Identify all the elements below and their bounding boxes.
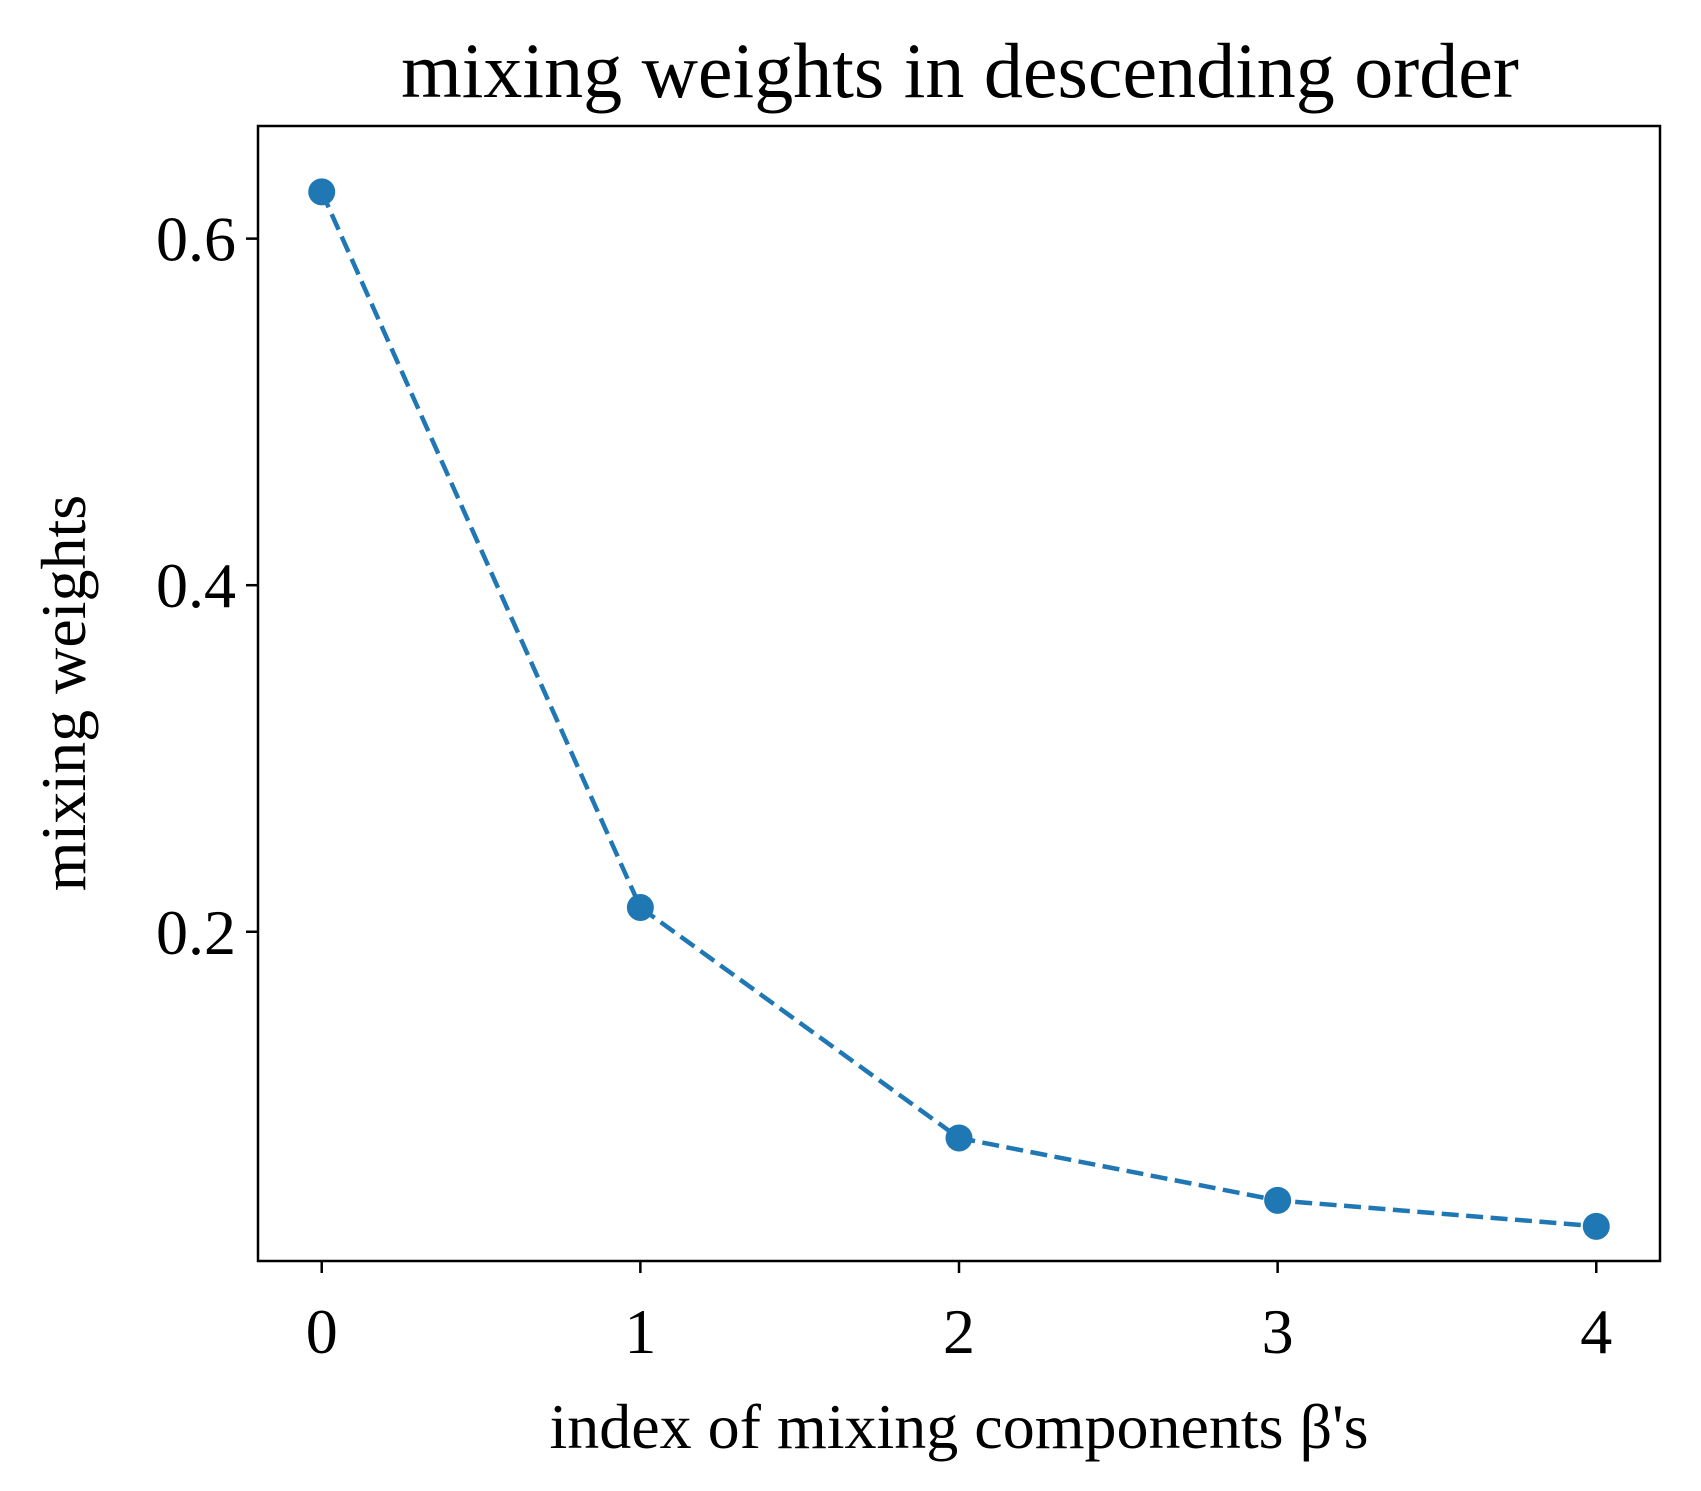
y-tick-label: 0.4 bbox=[156, 550, 236, 621]
x-tick-label: 1 bbox=[624, 1296, 656, 1367]
y-tick-label: 0.2 bbox=[156, 897, 236, 968]
x-tick-label: 0 bbox=[306, 1296, 338, 1367]
plot-area bbox=[308, 178, 1610, 1240]
y-axis: 0.2 0.4 0.6 bbox=[156, 204, 258, 968]
x-tick-label: 3 bbox=[1262, 1296, 1294, 1367]
x-tick-label: 4 bbox=[1580, 1296, 1612, 1367]
y-tick-label: 0.6 bbox=[156, 204, 236, 275]
y-axis-label: mixing weights bbox=[28, 495, 99, 891]
data-point bbox=[1264, 1186, 1292, 1214]
x-tick-label: 2 bbox=[943, 1296, 975, 1367]
chart-title: mixing weights in descending order bbox=[401, 27, 1519, 114]
data-point bbox=[626, 894, 654, 922]
x-axis-label: index of mixing components β's bbox=[549, 1391, 1368, 1462]
data-point bbox=[308, 178, 336, 206]
data-point bbox=[945, 1124, 973, 1152]
x-axis: 0 1 2 3 4 bbox=[306, 1261, 1612, 1367]
data-point bbox=[1582, 1212, 1610, 1240]
